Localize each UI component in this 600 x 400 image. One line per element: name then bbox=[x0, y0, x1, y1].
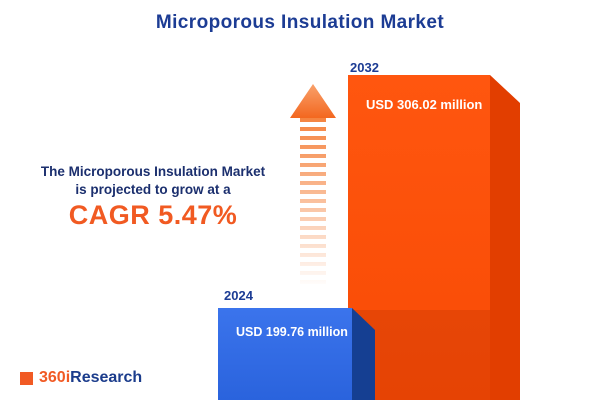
bar-2032-value-label: USD 306.02 million bbox=[366, 97, 483, 112]
description-line1: The Microporous Insulation Market bbox=[40, 164, 266, 179]
logo-text: 360iResearch bbox=[39, 370, 142, 386]
description-line2: is projected to grow at a bbox=[75, 182, 231, 197]
bar-2024-side-face bbox=[352, 308, 375, 400]
page-title: Microporous Insulation Market bbox=[155, 12, 445, 33]
logo: 360iResearch bbox=[20, 370, 142, 386]
market-description: The Microporous Insulation Market is pro… bbox=[18, 163, 288, 199]
logo-part2: Research bbox=[70, 369, 143, 386]
bar-2032-side-face bbox=[490, 75, 520, 400]
cagr-text: CAGR 5.47% bbox=[68, 200, 238, 230]
logo-square-icon bbox=[20, 371, 33, 385]
bar-2024 bbox=[218, 308, 352, 400]
bar-2032-year-label: 2032 bbox=[350, 60, 379, 75]
bar-2024-year-label: 2024 bbox=[224, 288, 253, 303]
growth-arrow-icon bbox=[290, 84, 336, 118]
growth-arrow-fade bbox=[298, 118, 328, 288]
bar-2024-value-label: USD 199.76 million bbox=[236, 325, 348, 339]
logo-part1: 360i bbox=[39, 369, 71, 386]
